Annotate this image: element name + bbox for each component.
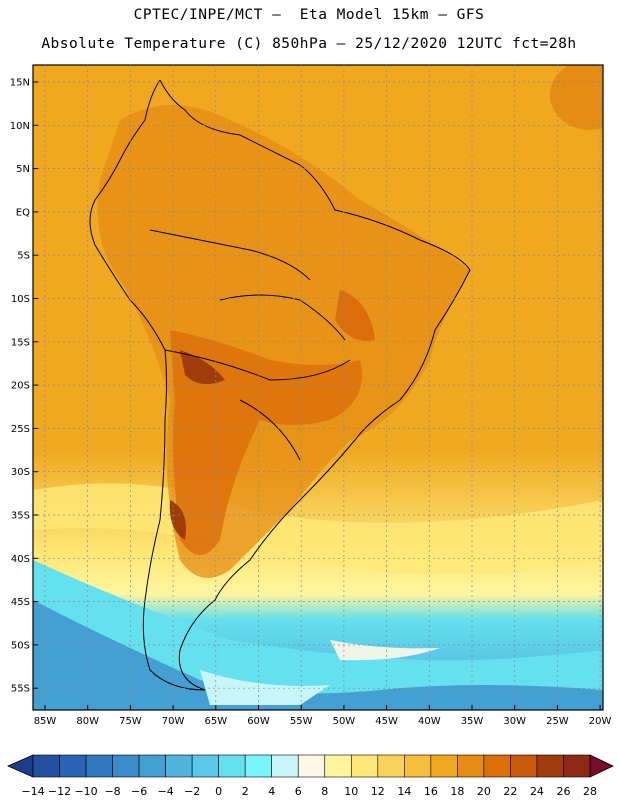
colorbar-label: 6 xyxy=(295,785,302,798)
colorbar-label: 0 xyxy=(215,785,222,798)
colorbar-label: −10 xyxy=(74,785,97,798)
colorbar-swatch xyxy=(59,754,87,778)
colorbar-label: 8 xyxy=(321,785,328,798)
colorbar-label: 2 xyxy=(242,785,249,798)
colorbar-label: −4 xyxy=(158,785,174,798)
colorbar-label: 20 xyxy=(477,785,491,798)
colorbar-swatch xyxy=(563,754,591,778)
colorbar-swatch xyxy=(138,754,166,778)
colorbar-swatch xyxy=(165,754,193,778)
colorbar-label: −6 xyxy=(131,785,147,798)
colorbar-swatch xyxy=(324,754,352,778)
colorbar-arrow-low xyxy=(7,754,34,778)
colorbar-label: −12 xyxy=(48,785,71,798)
colorbar-swatch xyxy=(536,754,564,778)
colorbar-swatch xyxy=(271,754,299,778)
colorbar-swatch xyxy=(244,754,273,778)
colorbar-arrow-high xyxy=(589,754,614,778)
colorbar-label: 18 xyxy=(450,785,464,798)
lat-label: 45S xyxy=(11,597,30,608)
colorbar-label: 26 xyxy=(556,785,570,798)
colorbar-swatch xyxy=(457,754,485,778)
colorbar-labels: −14 −12 −10 −8 −6 −4 −2 0 2 4 6 8 10 12 14 16 18 20 22 24 26… xyxy=(21,785,597,798)
lon-label: 70W xyxy=(162,716,185,727)
lat-label: 30S xyxy=(11,467,30,478)
lat-label: 55S xyxy=(11,684,30,695)
colorbar-swatch xyxy=(191,754,219,778)
colorbar-swatch xyxy=(377,754,405,778)
lon-label: 55W xyxy=(290,716,313,727)
lat-label: 5N xyxy=(16,164,30,175)
lat-label: 25S xyxy=(11,424,30,435)
lat-label: 15S xyxy=(11,337,30,348)
lat-label: 15N xyxy=(10,78,30,89)
lat-label: EQ xyxy=(16,207,30,218)
graticule xyxy=(33,65,603,710)
colorbar-swatch xyxy=(483,754,511,778)
colorbar-swatch xyxy=(510,754,538,778)
lat-label: 5S xyxy=(17,251,30,262)
colorbar-swatch xyxy=(404,754,432,778)
coastlines xyxy=(89,79,471,691)
latitude-labels: 15N 10N 5N EQ 5S 10S 15S 20S 25S 30S 35S 40S 45S 50S 5… xyxy=(10,78,30,695)
colorbar-swatch xyxy=(85,754,113,778)
lon-label: 60W xyxy=(247,716,270,727)
lat-label: 20S xyxy=(11,381,30,392)
colorbar-label: 22 xyxy=(503,785,517,798)
lon-label: 30W xyxy=(503,716,526,727)
colorbar-label: 28 xyxy=(583,785,597,798)
lat-label: 10N xyxy=(10,121,30,132)
lon-label: 25W xyxy=(546,716,569,727)
colorbar-label: −2 xyxy=(184,785,200,798)
lon-label: 50W xyxy=(333,716,356,727)
lat-label: 10S xyxy=(11,294,30,305)
colorbar-swatch xyxy=(218,754,246,778)
lon-label: 35W xyxy=(461,716,484,727)
lon-label: 40W xyxy=(418,716,441,727)
colorbar-swatch xyxy=(350,754,379,778)
map-frame xyxy=(32,64,604,711)
lon-label: 75W xyxy=(119,716,142,727)
colorbar-swatch xyxy=(297,754,326,778)
colorbar xyxy=(7,754,614,778)
colorbar-label: 24 xyxy=(530,785,544,798)
colorbar-label: 10 xyxy=(344,785,358,798)
colorbar-label: 4 xyxy=(268,785,275,798)
colorbar-label: −14 xyxy=(21,785,44,798)
colorbar-swatch xyxy=(430,754,458,778)
lon-label: 20W xyxy=(589,716,612,727)
title-line-2: Absolute Temperature (C) 850hPa – 25/12/… xyxy=(41,36,577,52)
colorbar-label: −8 xyxy=(104,785,120,798)
lat-label: 35S xyxy=(11,511,30,522)
colorbar-swatch xyxy=(32,754,60,778)
lon-label: 80W xyxy=(76,716,99,727)
title-line-1: CPTEC/INPE/MCT – Eta Model 15km – GFS xyxy=(133,7,485,23)
colorbar-label: 12 xyxy=(371,785,385,798)
colorbar-label: 14 xyxy=(397,785,411,798)
lon-label: 45W xyxy=(375,716,398,727)
lon-label: 65W xyxy=(204,716,227,727)
lat-label: 50S xyxy=(11,640,30,651)
colorbar-label: 16 xyxy=(424,785,438,798)
lat-label: 40S xyxy=(11,554,30,565)
longitude-labels: 85W 80W 75W 70W 65W 60W 55W 50W 45W 40W 35W 30W 25W 2… xyxy=(34,716,612,727)
lon-label: 85W xyxy=(34,716,57,727)
colorbar-swatch xyxy=(112,754,140,778)
